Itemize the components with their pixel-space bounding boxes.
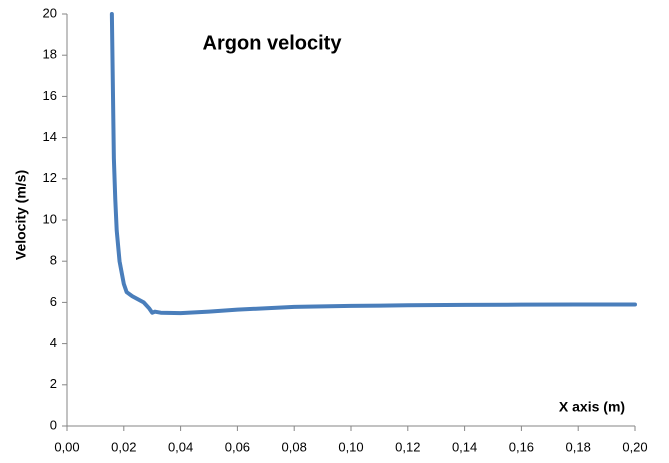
x-tick-label: 0,04	[168, 439, 193, 454]
y-tick-label: 6	[50, 294, 57, 309]
y-tick-label: 8	[50, 253, 57, 268]
y-tick-label: 0	[50, 417, 57, 432]
y-tick-label: 16	[43, 88, 57, 103]
x-tick-label: 0,06	[225, 439, 250, 454]
x-tick-label: 0,18	[566, 439, 591, 454]
y-tick-label: 2	[50, 376, 57, 391]
x-tick-label: 0,10	[338, 439, 363, 454]
x-tick-label: 0,20	[622, 439, 647, 454]
x-tick-label: 0,16	[509, 439, 534, 454]
y-tick-label: 10	[43, 211, 57, 226]
x-tick-label: 0,00	[54, 439, 79, 454]
x-tick-label: 0,14	[452, 439, 477, 454]
x-tick-label: 0,02	[111, 439, 136, 454]
x-axis-label: X axis (m)	[559, 399, 625, 415]
x-tick-label: 0,08	[282, 439, 307, 454]
data-line	[109, 12, 637, 316]
y-tick-label: 14	[43, 129, 57, 144]
x-tick-label: 0,12	[395, 439, 420, 454]
y-tick-label: 18	[43, 47, 57, 62]
y-axis-label: Velocity (m/s)	[13, 170, 29, 260]
y-tick-label: 20	[43, 5, 57, 20]
chart-title: Argon velocity	[203, 32, 343, 54]
y-tick-label: 4	[50, 335, 57, 350]
y-tick-label: 12	[43, 170, 57, 185]
